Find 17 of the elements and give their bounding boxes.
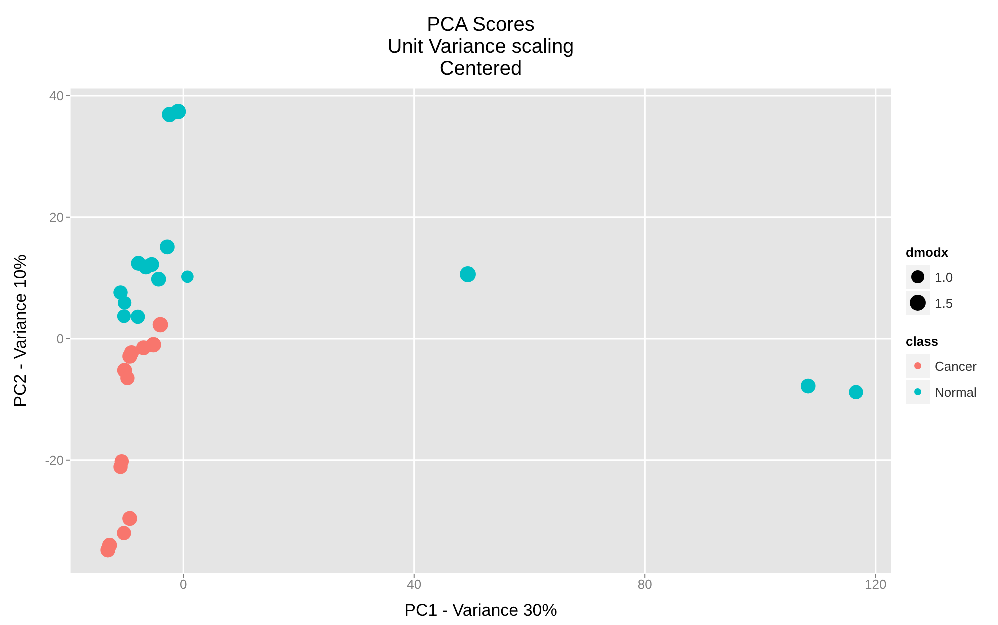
chart-title: PCA Scores Unit Variance scaling Centered	[386, 14, 576, 80]
x-tick-label: 80	[638, 577, 652, 592]
x-axis-title: PC1 - Variance 30%	[404, 601, 558, 620]
legend-label: 1.5	[935, 296, 954, 310]
text: dmodx	[906, 245, 949, 260]
y-tick-label: 40	[50, 88, 64, 104]
legend-label: 1.0	[935, 270, 954, 284]
y-tick-label: 20	[50, 210, 64, 226]
legend-label: Normal	[935, 384, 977, 400]
x-tick-label: 40	[407, 577, 422, 592]
x-tick-label: 0	[180, 577, 188, 592]
y-tick-label: -20	[45, 453, 64, 468]
legend-label: Cancer	[935, 358, 977, 374]
text: class	[906, 334, 939, 349]
x-tick-label: 120	[864, 577, 887, 592]
y-axis-title: PC2 - Variance 10%	[11, 254, 30, 408]
y-tick-label: 0	[56, 332, 64, 347]
